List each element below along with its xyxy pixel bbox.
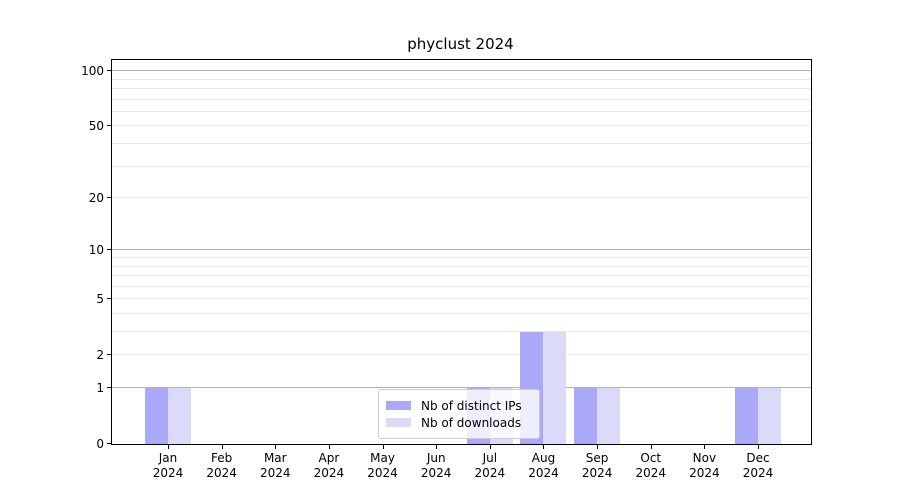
gridline-minor-9 [112,257,811,258]
bar-distinct-ips-dec [735,388,759,444]
gridline-minor-4 [112,313,811,314]
y-tick-10 [107,249,111,251]
x-tick-jul [489,445,491,449]
x-tick-label-jul: Jul 2024 [474,451,506,480]
y-tick-2 [107,354,111,356]
gridline-minor-30 [112,165,811,167]
legend-swatch-downloads [386,418,411,427]
x-tick-aug [543,445,545,449]
x-tick-sep [597,445,599,449]
bar-downloads-jan [168,388,191,444]
y-tick-0 [107,443,111,444]
x-tick-oct [650,445,652,449]
gridline-minor-60 [112,110,811,112]
gridline-minor-8 [112,265,811,267]
bar-downloads-sep [597,388,621,444]
x-tick-label-jun: Jun 2024 [420,451,452,480]
legend-swatch-distinct-ips [386,401,411,410]
x-tick-label-dec: Dec 2024 [742,451,774,480]
x-tick-label-nov: Nov 2024 [689,451,720,480]
y-tick-label-100: 100 [81,64,104,79]
x-tick-label-jan: Jan 2024 [152,451,184,480]
y-tick-50 [107,125,111,127]
legend-item-distinct-ips: Nb of distinct IPs [386,397,530,414]
x-tick-label-aug: Aug 2024 [528,451,559,480]
legend-label-distinct-ips: Nb of distinct IPs [421,398,522,413]
y-tick-label-5: 5 [96,292,104,307]
gridline-major-1 [112,387,811,389]
x-tick-mar [275,445,277,449]
y-tick-20 [107,197,111,199]
x-tick-label-mar: Mar 2024 [259,451,291,480]
x-tick-feb [221,445,223,449]
gridline-minor-50 [112,125,811,127]
x-tick-may [382,445,384,449]
x-tick-label-apr: Apr 2024 [313,451,345,480]
y-tick-label-2: 2 [96,348,104,363]
x-tick-label-may: May 2024 [367,451,398,480]
gridline-minor-20 [112,197,811,199]
y-tick-label-50: 50 [88,119,104,134]
bar-distinct-ips-sep [574,388,598,444]
x-tick-label-sep: Sep 2024 [581,451,613,480]
gridline-minor-5 [112,298,811,300]
x-tick-label-oct: Oct 2024 [635,451,667,480]
gridline-minor-6 [112,285,811,287]
y-tick-label-20: 20 [88,191,104,206]
gridline-minor-90 [112,78,811,80]
y-tick-label-0: 0 [96,437,104,451]
gridline-major-10 [112,249,811,251]
x-tick-jun [436,445,438,449]
bar-distinct-ips-jan [145,388,168,444]
x-tick-jan [168,445,169,449]
gridline-minor-2 [112,354,811,356]
x-tick-nov [704,445,706,449]
gridline-minor-40 [112,143,811,145]
bar-downloads-dec [758,388,782,444]
gridline-major-100 [112,70,811,72]
y-tick-1 [107,387,111,389]
x-tick-label-feb: Feb 2024 [206,451,237,480]
x-tick-apr [328,445,330,449]
legend-item-downloads: Nb of downloads [386,414,530,431]
y-tick-label-10: 10 [88,243,104,258]
gridline-minor-7 [112,275,811,277]
chart-title: phyclust 2024 [407,35,514,53]
y-tick-5 [107,298,111,300]
gridline-minor-80 [112,88,811,90]
gridline-minor-3 [112,331,811,333]
x-tick-dec [758,445,760,449]
bar-downloads-aug [543,332,567,444]
plot-area: Nb of distinct IPs Nb of downloads 0 1 2 5 1… [81,59,812,480]
legend-label-downloads: Nb of downloads [421,415,522,430]
y-tick-label-1: 1 [96,381,104,396]
legend: Nb of distinct IPs Nb of downloads [378,389,540,439]
y-tick-100 [107,70,111,72]
gridline-minor-70 [112,98,811,100]
